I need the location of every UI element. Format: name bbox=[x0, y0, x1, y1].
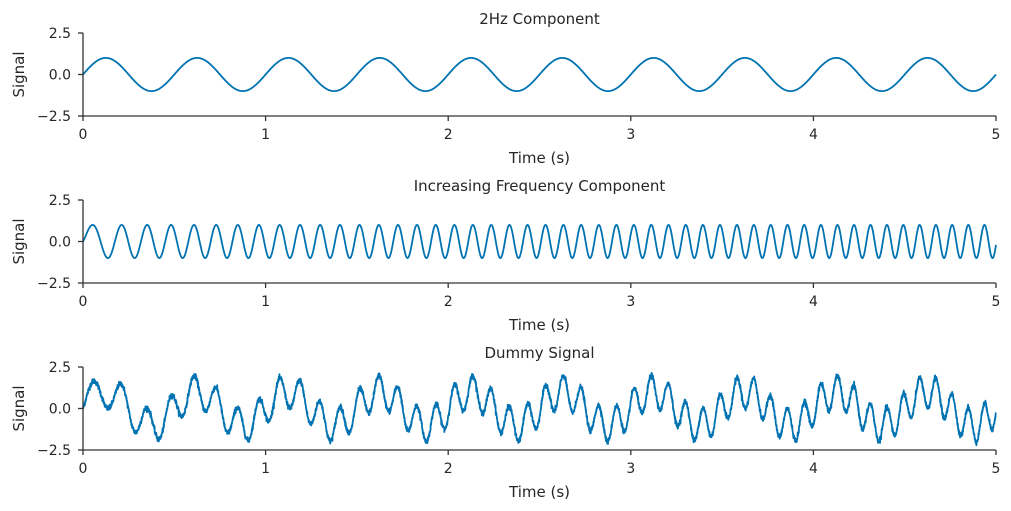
x-tick-label: 0 bbox=[79, 127, 88, 143]
x-tick-label: 3 bbox=[626, 294, 635, 310]
x-tick-label: 3 bbox=[626, 461, 635, 477]
y-axis-label: Signal bbox=[10, 51, 28, 97]
y-axis-label: Signal bbox=[10, 218, 28, 264]
series-line-dummy bbox=[82, 372, 997, 447]
x-tick-label: 5 bbox=[992, 127, 1001, 143]
series-line-2Hz bbox=[82, 57, 997, 92]
y-tick-label: −2.5 bbox=[37, 109, 71, 125]
subplot-title: Increasing Frequency Component bbox=[414, 177, 666, 195]
x-tick-label: 4 bbox=[809, 294, 818, 310]
x-tick-label: 0 bbox=[79, 294, 88, 310]
x-tick-label: 3 bbox=[626, 127, 635, 143]
series-line-chirp bbox=[82, 224, 997, 259]
x-tick-label: 2 bbox=[444, 461, 453, 477]
subplot-1: 0 1 2 3 4 5 2.5 0.0 −2.5 2Hz Component Time (s) Sig… bbox=[10, 10, 1000, 167]
x-tick-label: 4 bbox=[809, 461, 818, 477]
x-tick-label: 2 bbox=[444, 127, 453, 143]
x-axis-label: Time (s) bbox=[508, 149, 570, 167]
subplot-title: Dummy Signal bbox=[484, 344, 594, 362]
y-tick-label: 2.5 bbox=[49, 360, 71, 376]
x-tick-label: 1 bbox=[261, 294, 270, 310]
subplot-2: 0 1 2 3 4 5 2.5 0.0 −2.5 Increasing Frequency Com… bbox=[10, 177, 1000, 334]
y-tick-label: 0.0 bbox=[49, 68, 71, 84]
y-axis-label: Signal bbox=[10, 385, 28, 431]
x-tick-label: 2 bbox=[444, 294, 453, 310]
x-tick-label: 1 bbox=[261, 461, 270, 477]
y-tick-label: 2.5 bbox=[49, 193, 71, 209]
y-tick-label: −2.5 bbox=[37, 443, 71, 459]
y-tick-label: 0.0 bbox=[49, 402, 71, 418]
x-tick-label: 0 bbox=[79, 461, 88, 477]
x-tick-label: 4 bbox=[809, 127, 818, 143]
x-tick-label: 5 bbox=[992, 461, 1001, 477]
subplot-title: 2Hz Component bbox=[479, 10, 600, 28]
subplot-3: 0 1 2 3 4 5 2.5 0.0 −2.5 Dummy Signal Time (s) Sign… bbox=[10, 344, 1000, 501]
x-tick-label: 1 bbox=[261, 127, 270, 143]
y-tick-label: −2.5 bbox=[37, 276, 71, 292]
x-axis-label: Time (s) bbox=[508, 483, 570, 501]
y-tick-label: 0.0 bbox=[49, 235, 71, 251]
x-axis-label: Time (s) bbox=[508, 316, 570, 334]
x-tick-label: 5 bbox=[992, 294, 1001, 310]
y-tick-label: 2.5 bbox=[49, 26, 71, 42]
